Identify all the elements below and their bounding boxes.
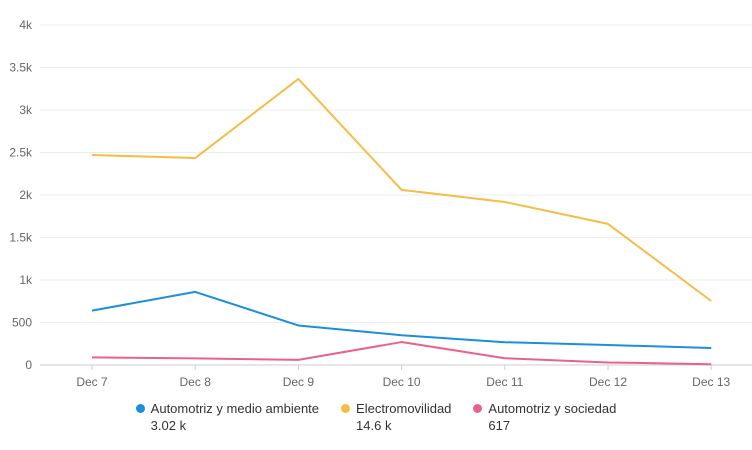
legend-total: 3.02 k [150,418,187,433]
y-tick-label: 1.5k [9,231,33,245]
legend-label: Automotriz y sociedad [488,401,617,416]
legend-item-electromovilidad[interactable]: Electromovilidad 14.6 k [341,400,451,434]
x-tick-label: Dec 9 [283,375,315,389]
x-tick-label: Dec 8 [180,375,212,389]
y-tick-label: 500 [12,316,32,330]
x-tick-label: Dec 10 [383,375,421,389]
series-line-automotriz-y-sociedad [91,341,712,366]
x-tick-label: Dec 11 [486,375,523,389]
legend-total: 617 [488,418,511,433]
x-tick-label: Dec 7 [76,375,108,389]
series-dot-icon [135,404,145,413]
y-tick-label: 2.5k [9,146,33,160]
y-tick-label: 3k [19,103,33,117]
legend-item-sociedad[interactable]: Automotriz y sociedad 617 [473,400,616,434]
legend-total: 14.6 k [356,418,392,433]
legend-label: Electromovilidad [356,401,452,416]
line-chart: 0 500 1k 1.5k 2k 2.5k 3k 3.5k 4k Dec 7 Dec 8 Dec 9 D… [9,18,752,389]
series-dot-icon [473,404,483,413]
series-line-automotriz-y-medio-ambiente [91,290,712,349]
y-tick-label: 4k [19,18,33,32]
series-line-electromovilidad [91,77,712,302]
x-tick-label: Dec 13 [692,375,730,389]
y-tick-label: 3.5k [9,61,33,75]
y-tick-label: 1k [19,273,33,287]
y-tick-label: 2k [19,188,33,202]
legend-label: Automotriz y medio ambiente [150,401,320,416]
y-tick-label: 0 [25,358,32,372]
legend-item-medio-ambiente[interactable]: Automotriz y medio ambiente 3.02 k [135,400,320,434]
series-dot-icon [341,404,351,413]
legend: Automotriz y medio ambiente 3.02 k Electr… [0,400,752,434]
x-tick-label: Dec 12 [589,375,627,389]
